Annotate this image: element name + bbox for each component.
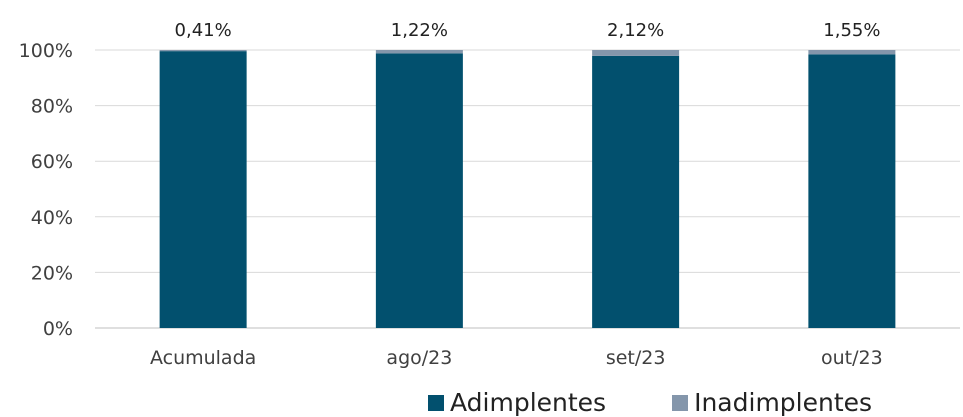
y-tick-label: 0%	[43, 318, 73, 340]
y-tick-label: 80%	[31, 96, 73, 118]
x-axis: Acumulada ago/23 set/23 out/23	[150, 347, 883, 369]
data-label: 0,41%	[175, 20, 232, 41]
data-label: 2,12%	[607, 20, 664, 41]
legend-item-adimplentes: Adimplentes	[428, 388, 606, 417]
legend-swatch-adimplentes	[428, 394, 444, 411]
data-label: 1,55%	[823, 20, 880, 41]
bar-adimplentes	[592, 55, 680, 328]
bar-adimplentes	[159, 51, 247, 328]
x-tick-label: set/23	[606, 347, 666, 369]
y-tick-label: 40%	[31, 207, 73, 229]
y-tick-label: 60%	[31, 151, 73, 173]
legend-label-adimplentes: Adimplentes	[450, 388, 607, 417]
x-tick-label: Acumulada	[150, 347, 256, 369]
bar-inadimplentes	[808, 50, 896, 55]
x-tick-label: ago/23	[386, 347, 452, 369]
data-labels: 0,41% 1,22% 2,12% 1,55%	[175, 20, 881, 41]
legend: Adimplentes Inadimplentes	[428, 388, 872, 417]
y-axis: 0% 20% 40% 60% 80% 100%	[19, 40, 73, 340]
y-tick-label: 20%	[31, 262, 73, 284]
bar-adimplentes	[375, 53, 463, 328]
bar-inadimplentes	[592, 50, 680, 56]
legend-label-inadimplentes: Inadimplentes	[694, 388, 873, 417]
bar-inadimplentes	[375, 50, 463, 54]
data-label: 1,22%	[391, 20, 448, 41]
bars	[159, 50, 896, 329]
legend-item-inadimplentes: Inadimplentes	[672, 388, 872, 417]
x-tick-label: out/23	[821, 347, 883, 369]
bar-adimplentes	[808, 54, 896, 329]
y-tick-label: 100%	[19, 40, 73, 62]
bar-inadimplentes	[159, 50, 247, 52]
legend-swatch-inadimplentes	[672, 394, 689, 411]
